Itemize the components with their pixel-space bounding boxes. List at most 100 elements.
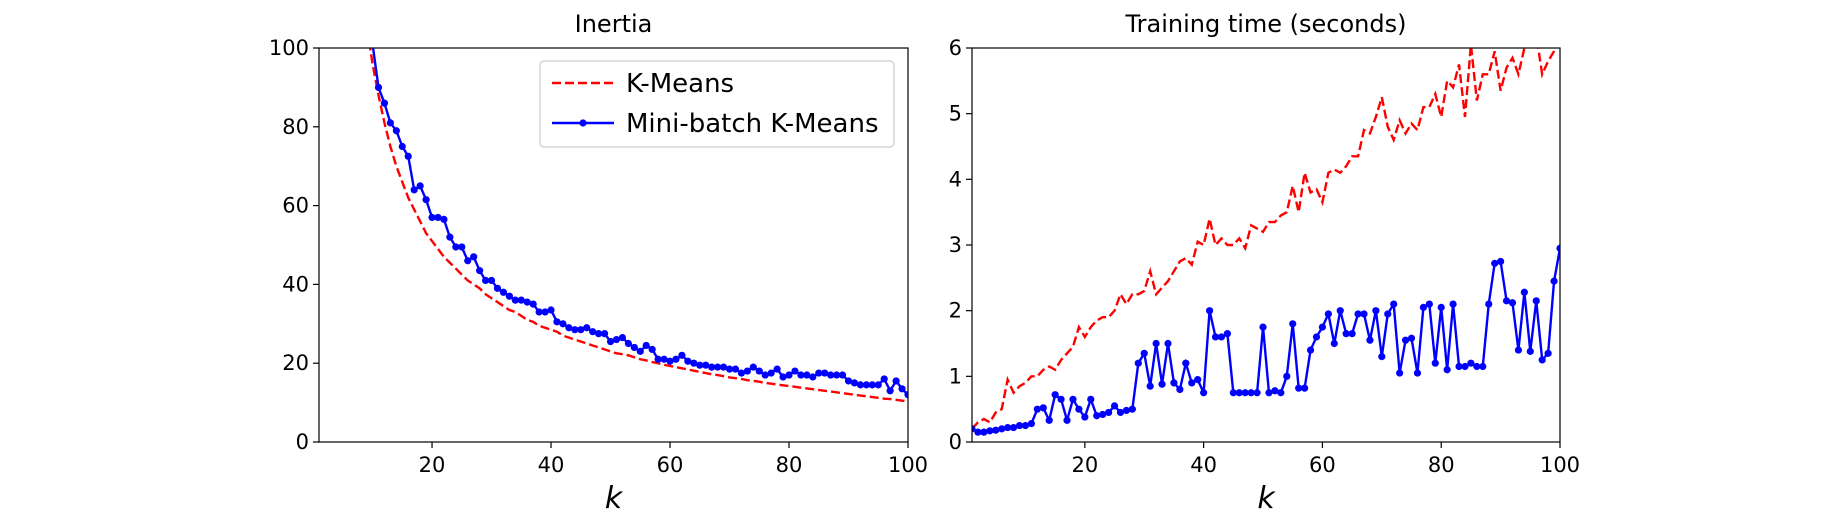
point [1443, 366, 1451, 374]
point [1081, 413, 1089, 421]
subplot: Inertia k 20 40 60 80 100 0 20 40 60 80 100 K-Means Mi… [269, 5, 928, 516]
point [1407, 334, 1416, 342]
point [892, 377, 900, 385]
point [660, 355, 668, 363]
point [1330, 339, 1338, 348]
point [595, 330, 603, 338]
series [972, 244, 1560, 436]
point [476, 267, 484, 275]
point [672, 355, 680, 363]
point [1063, 416, 1071, 424]
point [833, 371, 841, 379]
point [452, 243, 460, 251]
point [1401, 336, 1410, 344]
point [1473, 362, 1481, 371]
point [577, 326, 585, 334]
point [1194, 376, 1202, 384]
x-tick-label: 60 [1309, 453, 1336, 477]
legend-box [539, 60, 895, 148]
point [541, 308, 549, 316]
series-line [371, 48, 908, 396]
x-tick-label: 80 [776, 453, 803, 477]
x-tick-label: 60 [657, 453, 684, 477]
y-tick-label: 1 [949, 364, 962, 388]
point [1295, 384, 1303, 392]
point [1039, 404, 1047, 412]
x-tick-label: 100 [888, 453, 928, 477]
point [1342, 330, 1350, 338]
point [529, 300, 537, 308]
point [1223, 330, 1231, 338]
point [1146, 382, 1154, 390]
point [363, 5, 370, 12]
point [1390, 300, 1398, 308]
point [1087, 395, 1095, 403]
point [1455, 362, 1463, 371]
point [470, 253, 478, 261]
point [714, 363, 722, 371]
point [1289, 320, 1297, 328]
series-line [368, 48, 908, 403]
point [1532, 297, 1540, 305]
x-tick-label: 100 [1540, 453, 1580, 477]
point [1105, 408, 1113, 417]
point [1217, 333, 1226, 341]
point [821, 369, 829, 377]
y-tick-label: 5 [949, 102, 962, 126]
x-axis-label: k [1257, 481, 1276, 516]
point [1425, 300, 1433, 308]
point [523, 298, 531, 306]
point [1158, 380, 1166, 388]
legend: K-Means Mini-batch K-Means [539, 60, 895, 148]
point [737, 369, 746, 377]
point [458, 243, 466, 251]
y-tick-label: 2 [949, 299, 962, 323]
point [1396, 369, 1404, 377]
series [972, 48, 1557, 430]
point [1366, 336, 1374, 344]
point [428, 213, 436, 222]
point [1491, 259, 1499, 267]
point [1360, 310, 1368, 318]
point [1550, 277, 1558, 285]
point [1318, 323, 1327, 331]
point [416, 182, 424, 190]
point [1099, 410, 1107, 419]
x-tick-label: 40 [1190, 453, 1217, 477]
point [612, 335, 621, 344]
point [1229, 389, 1237, 397]
point [974, 428, 982, 436]
point [446, 233, 454, 241]
point [809, 373, 817, 381]
x-tick-label: 20 [419, 453, 446, 477]
point [481, 276, 490, 285]
y-tick-label: 3 [949, 233, 962, 257]
point [1301, 384, 1309, 392]
point [992, 426, 1000, 434]
point [1431, 359, 1439, 367]
point [862, 381, 870, 389]
point [761, 371, 769, 379]
point [678, 351, 686, 359]
point [791, 367, 799, 375]
point [719, 363, 728, 371]
point [535, 308, 543, 316]
point [1437, 303, 1445, 311]
point [1134, 359, 1142, 367]
point [1241, 389, 1249, 397]
point [1093, 412, 1101, 420]
point [553, 318, 561, 326]
point [1045, 416, 1053, 424]
point [636, 347, 644, 355]
point [1015, 421, 1024, 430]
point [583, 324, 591, 332]
point [1128, 405, 1136, 413]
legend-label: Mini-batch K-Means [626, 109, 879, 139]
point [898, 385, 906, 393]
point [398, 142, 406, 151]
point [392, 127, 400, 135]
legend-label: K-Means [626, 69, 734, 99]
point [1140, 349, 1148, 357]
chart-title: Training time (seconds) [1124, 10, 1406, 38]
